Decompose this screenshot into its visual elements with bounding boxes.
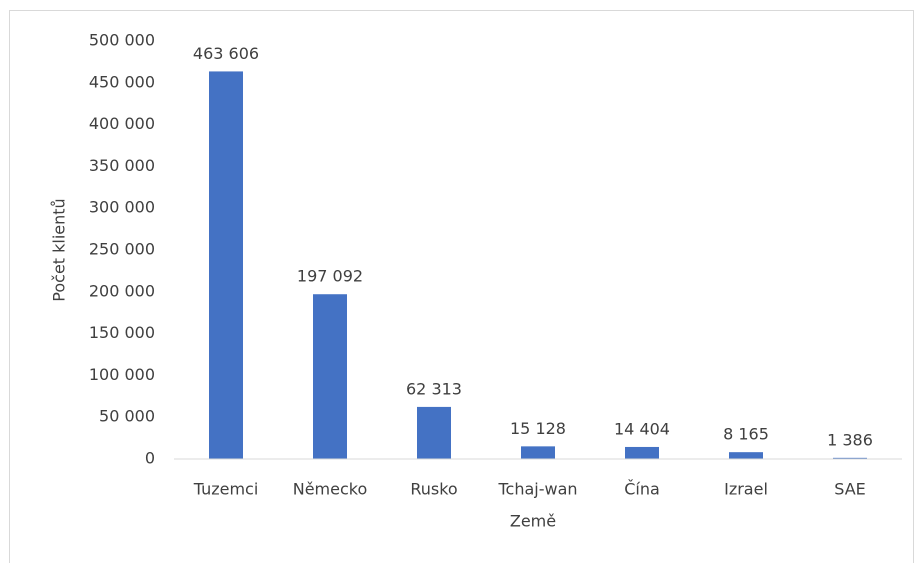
data-label: 463 606	[193, 44, 259, 63]
data-label: 14 404	[614, 419, 670, 438]
x-tick-label: Čína	[624, 480, 660, 499]
data-label: 197 092	[297, 267, 363, 286]
x-tick-label: Rusko	[410, 480, 457, 499]
y-tick-label: 450 000	[89, 72, 155, 91]
y-tick-label: 100 000	[89, 365, 155, 384]
x-tick-label: Německo	[293, 480, 368, 499]
bar	[521, 446, 555, 459]
bar	[833, 457, 867, 459]
x-axis-title: Země	[510, 512, 556, 531]
y-tick-label: 350 000	[89, 156, 155, 175]
bar	[313, 294, 347, 459]
x-tick-label: Izrael	[724, 480, 768, 499]
data-label: 62 313	[406, 379, 462, 398]
bar	[209, 71, 243, 459]
bar	[417, 406, 451, 459]
bar	[625, 446, 659, 459]
y-tick-label: 0	[145, 449, 155, 468]
bar	[729, 452, 763, 459]
x-tick-label: SAE	[834, 480, 866, 499]
y-tick-label: 150 000	[89, 323, 155, 342]
y-tick-label: 500 000	[89, 31, 155, 50]
data-label: 8 165	[723, 425, 769, 444]
y-tick-label: 50 000	[99, 407, 155, 426]
data-label: 1 386	[827, 430, 873, 449]
y-tick-label: 200 000	[89, 281, 155, 300]
y-tick-label: 250 000	[89, 240, 155, 259]
data-label: 15 128	[510, 419, 566, 438]
x-tick-label: Tuzemci	[193, 480, 259, 499]
y-tick-label: 300 000	[89, 198, 155, 217]
chart-border	[9, 10, 914, 563]
x-tick-label: Tchaj-wan	[497, 480, 577, 499]
y-axis-title: Počet klientů	[50, 198, 69, 301]
y-tick-label: 400 000	[89, 114, 155, 133]
